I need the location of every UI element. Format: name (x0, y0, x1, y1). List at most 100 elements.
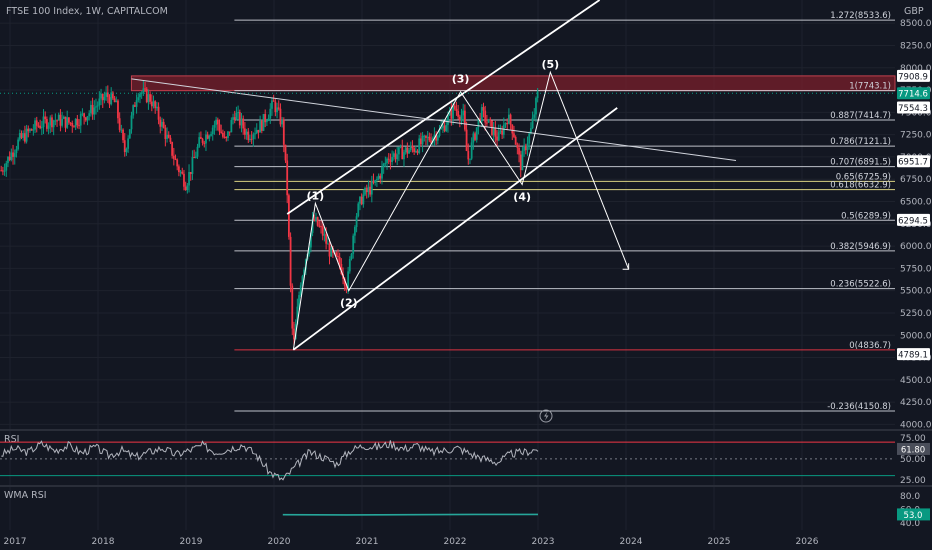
price-axis[interactable]: 8500.08250.08000.07750.07500.07250.07000… (0, 19, 932, 430)
fib-level-label: 0.5(6289.9) (841, 211, 891, 221)
upper-channel-trendline (286, 0, 601, 215)
price-tag-label: 7554.3 (898, 104, 928, 114)
candle-body (67, 117, 70, 123)
candle-body (196, 146, 199, 157)
fib-level-label: 0.707(6891.5) (830, 158, 891, 168)
candle-body (401, 146, 404, 160)
candle-body (115, 100, 118, 103)
candle-body (64, 116, 67, 128)
candle-body (260, 120, 263, 131)
candle-body (404, 147, 407, 153)
candle-body (184, 186, 187, 191)
candle-body (49, 117, 52, 126)
rsi-tick-label: 25.00 (900, 476, 926, 486)
fib-level-label: 0.65(6725.9) (836, 172, 891, 182)
candle-body (113, 98, 116, 103)
candle-body (164, 127, 167, 139)
candle-body (259, 120, 262, 133)
fib-level-label: 0.618(6632.9) (830, 181, 891, 191)
candle-body (135, 100, 138, 107)
lightning-icon[interactable] (539, 409, 553, 423)
price-tick-label: 5000.0 (900, 331, 932, 341)
candle-body (139, 93, 141, 98)
candle-body (335, 252, 338, 256)
candle-body (487, 119, 490, 123)
candle-body (406, 147, 409, 154)
candle-body (45, 119, 48, 129)
candle-body (247, 131, 250, 141)
chart-title: FTSE 100 Index, 1W, CAPITALCOM (6, 6, 168, 17)
candle-body (1, 170, 4, 172)
price-tag-label: 6294.5 (898, 216, 928, 226)
candle-body (252, 134, 255, 139)
rsi-pane[interactable]: RSI 75.00 50.00 25.00 61.80 (0, 434, 930, 486)
price-tick-label: 5750.0 (900, 264, 932, 274)
candle-body (243, 128, 246, 135)
candle-body (47, 125, 50, 129)
candle-body (296, 306, 299, 325)
candle-body (32, 129, 35, 131)
candle-body (381, 166, 383, 179)
candle-body (501, 130, 504, 135)
candle-body (321, 226, 324, 236)
candle-body (57, 114, 60, 121)
time-tick-label: 2025 (708, 537, 731, 547)
candle-body (328, 243, 331, 257)
candle-body (502, 124, 505, 135)
candle-body (237, 111, 240, 113)
candle-body (95, 106, 97, 108)
price-tick-label: 8250.0 (900, 41, 932, 51)
time-axis[interactable]: 2017 2018 2019 2020 2021 2022 2023 2024 2025 2026 (4, 537, 819, 547)
candle-body (17, 139, 20, 150)
elliott-wave: (1) (2) (3) (4) (5) (292, 58, 630, 350)
candle-body (249, 138, 251, 141)
candle-body (475, 127, 478, 140)
candle-body (325, 234, 328, 244)
candle-body (250, 138, 253, 140)
candle-body (166, 134, 168, 139)
candle-body (320, 226, 322, 228)
candle-body (218, 124, 221, 132)
fib-level-label: -0.236(4150.8) (827, 402, 891, 412)
candle-body (536, 91, 539, 99)
candle-body (394, 153, 397, 160)
trendlines (131, 0, 737, 351)
candle-body (130, 115, 133, 130)
time-tick-label: 2023 (532, 537, 555, 547)
candle-body (272, 100, 275, 102)
candle-body (191, 157, 194, 175)
candle-body (367, 186, 370, 193)
candle-body (448, 110, 451, 116)
candle-body (147, 94, 150, 103)
price-tick-label: 4250.0 (900, 398, 932, 408)
candle-body (375, 179, 378, 181)
candle-body (484, 110, 487, 123)
candle-body (215, 119, 218, 125)
candle-body (30, 129, 33, 131)
candle-body (37, 125, 40, 127)
price-tag-box (897, 101, 930, 114)
candle-body (282, 119, 285, 145)
candle-body (93, 107, 96, 115)
candle-body (103, 96, 106, 101)
candle-body (435, 134, 438, 141)
candle-body (362, 194, 365, 205)
candle-body (5, 163, 8, 171)
candle-body (54, 120, 57, 122)
candle-body (513, 133, 515, 137)
candle-body (281, 119, 284, 125)
candle-body (370, 180, 373, 195)
wma-tick-label: 80.0 (900, 492, 920, 502)
candle-body (265, 120, 268, 123)
candle-body (357, 203, 360, 217)
candle-body (194, 156, 197, 158)
candle-body (489, 119, 492, 121)
candle-body (51, 117, 53, 128)
candle-body (29, 129, 31, 132)
candle-body (52, 120, 55, 128)
candle-body (257, 129, 260, 133)
candle-body (348, 259, 351, 272)
